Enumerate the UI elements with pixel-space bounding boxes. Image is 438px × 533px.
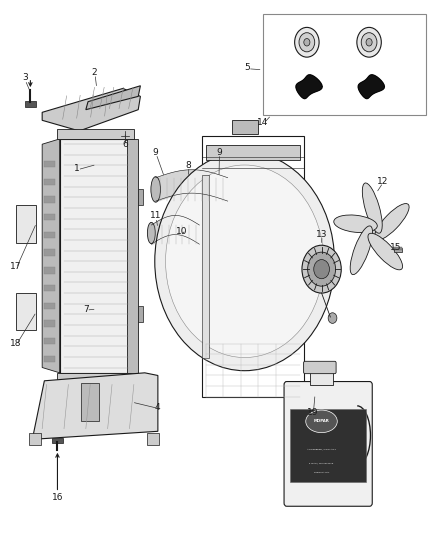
Ellipse shape [362,183,382,233]
Ellipse shape [374,204,409,240]
Text: 6: 6 [122,140,128,149]
Bar [44,267,55,273]
Polygon shape [86,86,141,110]
Bar [393,247,403,250]
Bar [16,205,35,243]
Text: 13: 13 [316,230,327,239]
Text: 5 YEAR / 100,000 MILE: 5 YEAR / 100,000 MILE [309,463,334,464]
Circle shape [328,313,337,324]
Text: 1: 1 [74,164,80,173]
Bar [44,232,55,238]
Bar [201,136,304,397]
Polygon shape [42,139,60,373]
Polygon shape [296,75,322,99]
Text: FORMULA OAT: FORMULA OAT [314,472,329,473]
Bar [206,145,300,160]
Circle shape [366,222,382,241]
Text: 11: 11 [150,212,162,221]
Bar [29,433,41,445]
Text: 19: 19 [307,408,318,417]
Text: MOPAR: MOPAR [314,419,329,423]
Text: 3: 3 [22,73,28,82]
Bar [44,320,55,327]
Bar [232,120,258,134]
Ellipse shape [196,218,205,238]
Text: 5: 5 [244,63,250,71]
Ellipse shape [334,215,377,232]
Text: 9: 9 [216,148,222,157]
Bar [394,248,402,252]
Bar [44,214,55,221]
Text: 9: 9 [153,148,159,157]
Text: ANTIFREEZE / COOLANT: ANTIFREEZE / COOLANT [307,449,336,450]
Text: 17: 17 [10,262,22,271]
Circle shape [357,27,381,57]
Ellipse shape [306,410,337,433]
Bar [60,139,134,373]
Bar [44,303,55,309]
Text: 4: 4 [155,403,161,412]
Bar [16,293,35,330]
Circle shape [314,260,329,279]
Bar [57,373,134,382]
Bar [57,130,134,139]
Circle shape [295,27,319,57]
Bar [147,433,159,445]
Bar [44,338,55,344]
Ellipse shape [148,222,155,244]
Ellipse shape [350,226,373,274]
Polygon shape [42,88,141,131]
Ellipse shape [151,176,160,202]
Circle shape [307,252,336,286]
Bar [52,438,63,443]
Circle shape [299,33,315,52]
Ellipse shape [368,233,403,270]
Bar [44,356,55,362]
Bar [44,285,55,292]
Bar [44,196,55,203]
Bar [81,383,99,421]
Bar [290,409,366,482]
Text: 16: 16 [52,493,63,502]
Bar [44,161,55,167]
Circle shape [121,131,130,142]
Bar [127,139,138,373]
Bar [44,179,55,185]
FancyBboxPatch shape [284,382,372,506]
Polygon shape [358,75,385,99]
Text: 12: 12 [377,177,389,186]
Circle shape [302,245,341,293]
Text: 10: 10 [176,228,187,237]
Text: 8: 8 [186,161,191,170]
Ellipse shape [224,175,232,197]
Bar [201,175,209,358]
Bar [263,14,426,115]
FancyBboxPatch shape [304,361,336,374]
Text: 7: 7 [83,304,89,313]
Bar [44,249,55,256]
Bar [310,372,333,385]
Circle shape [361,33,377,52]
Circle shape [304,38,310,46]
Circle shape [155,152,335,370]
Bar [138,306,144,322]
Text: 14: 14 [257,118,268,127]
Bar [138,189,144,205]
Text: 15: 15 [390,244,402,253]
Circle shape [366,38,372,46]
Text: 2: 2 [92,68,97,77]
Polygon shape [33,373,158,439]
Circle shape [166,165,324,358]
Text: 18: 18 [10,339,22,348]
Bar [25,101,35,107]
